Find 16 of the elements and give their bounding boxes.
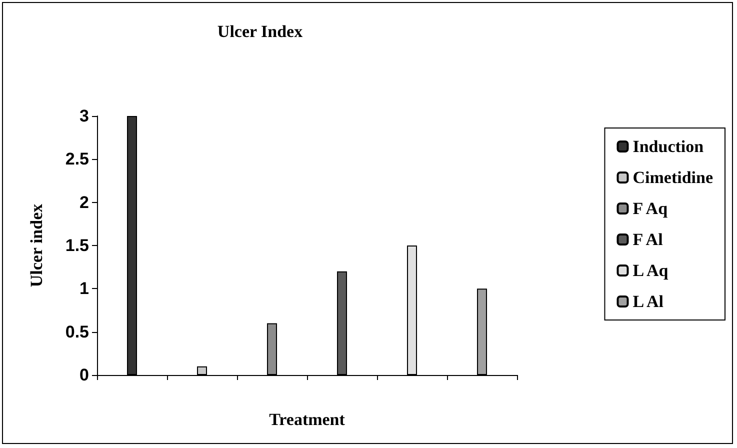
legend-label: Induction [632, 137, 704, 156]
legend-label: L Aq [632, 261, 669, 280]
y-tick-label: 2 [80, 192, 89, 212]
y-tick-label: 0.5 [65, 322, 89, 342]
chart-title: Ulcer Index [217, 22, 304, 41]
legend-label: F Aq [632, 199, 668, 218]
legend-label: Cimetidine [632, 168, 714, 187]
y-axis-title: Ulcer index [27, 203, 46, 288]
y-tick-label: 3 [80, 106, 89, 126]
legend-label: L Al [632, 292, 664, 311]
y-tick-label: 2.5 [65, 150, 89, 169]
y-tick-label: 1 [80, 279, 89, 298]
y-tick-label: 0 [80, 366, 89, 384]
y-tick-label: 1.5 [65, 236, 89, 255]
legend-label: F Al [632, 230, 664, 249]
x-axis-title: Treatment [269, 410, 346, 429]
